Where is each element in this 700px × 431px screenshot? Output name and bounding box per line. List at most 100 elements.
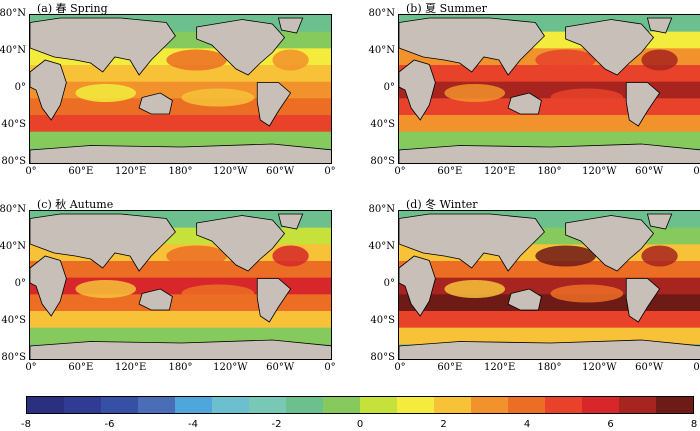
lat-label: 0° [14,278,26,289]
lat-label: 80°S [370,352,395,363]
lat-label: 40°S [1,315,26,326]
lat-label: 80°S [1,352,26,363]
lon-label: 60°E [68,362,94,373]
colorbar-segment [434,397,471,413]
land-mass [256,82,292,127]
colorbar-segment [212,397,249,413]
field-band [30,294,331,312]
lat-label: 40°N [0,45,26,56]
colorbar-segment [397,397,434,413]
lat-label: 80°S [1,156,26,167]
lat-label: 0° [14,82,26,93]
land-mass [565,19,655,76]
lon-label: 120°W [582,362,617,373]
lon-label: 0° [693,362,700,373]
field-band [30,98,331,116]
field-anomaly [535,245,596,267]
land-mass [256,278,292,323]
colorbar-segment [249,397,286,413]
land-mass [277,213,304,230]
lon-label: 0° [324,362,336,373]
land-mass [399,339,700,359]
field-anomaly [181,88,255,107]
lon-label: 180° [537,166,562,177]
map-svg-autumn [30,211,331,359]
panel-title-spring: (a) 春 Spring [37,2,108,15]
field-band [399,294,700,312]
colorbar-tick-label: -4 [188,419,198,430]
lat-label: 40°N [368,241,395,252]
field-band [30,115,331,133]
land-mass [646,17,673,34]
lon-label: 0° [25,166,37,177]
colorbar-segment [582,397,619,413]
panel-title-summer: (b) 夏 Summer [406,2,487,15]
colorbar-segment [323,397,360,413]
colorbar-segment [471,397,508,413]
land-mass [30,143,331,163]
lon-label: 60°E [437,362,463,373]
colorbar-tick-label: -6 [104,419,115,430]
land-mass [196,19,286,76]
lat-label: 40°S [370,315,395,326]
lon-label: 180° [168,166,193,177]
lat-label: 80°N [0,8,26,19]
lon-label: 120°W [213,166,248,177]
lon-label: 0° [394,166,406,177]
field-band [399,115,700,133]
colorbar-segment [286,397,323,413]
lon-label: 120°W [213,362,248,373]
colorbar-segment [175,397,212,413]
field-anomaly [444,280,506,298]
field-anomaly [75,84,137,102]
lat-label: 80°N [0,204,26,215]
field-anomaly [75,280,137,298]
lon-label: 120°E [114,166,147,177]
land-mass [565,215,655,272]
land-mass [399,213,545,272]
land-mass [399,17,545,76]
field-anomaly [550,284,624,303]
field-anomaly [166,245,227,267]
field-anomaly [641,49,678,71]
land-mass [30,255,67,317]
lon-label: 0° [693,166,700,177]
field-anomaly [181,284,255,303]
colorbar-segment [27,397,64,413]
land-mass [196,215,286,272]
map-panel-spring [29,14,332,164]
land-mass [277,17,304,34]
lat-label: 0° [383,82,395,93]
lon-label: 120°E [483,362,516,373]
lat-label: 40°S [370,119,395,130]
land-mass [625,82,661,127]
field-band [399,311,700,329]
lon-label: 0° [324,166,336,177]
lon-label: 60°W [266,362,295,373]
colorbar-segment [138,397,175,413]
land-mass [30,339,331,359]
lon-label: 60°E [437,166,463,177]
land-mass [625,278,661,323]
land-mass [138,92,173,115]
colorbar-segment [360,397,397,413]
colorbar-segment [101,397,138,413]
panel-title-winter: (d) 冬 Winter [406,198,478,211]
lon-label: 120°E [114,362,147,373]
land-mass [30,59,67,121]
colorbar-tick-label: 6 [607,419,614,430]
land-mass [507,288,542,311]
field-anomaly [641,245,678,267]
land-mass [399,143,700,163]
field-band [30,311,331,329]
lat-label: 80°N [368,204,395,215]
land-mass [138,288,173,311]
colorbar-segment [619,397,656,413]
land-mass [30,213,176,272]
land-mass [30,17,176,76]
lat-label: 40°S [1,119,26,130]
colorbar-tick-label: 8 [690,419,698,430]
lat-label: 0° [383,278,395,289]
land-mass [399,255,436,317]
lon-label: 60°W [266,166,295,177]
